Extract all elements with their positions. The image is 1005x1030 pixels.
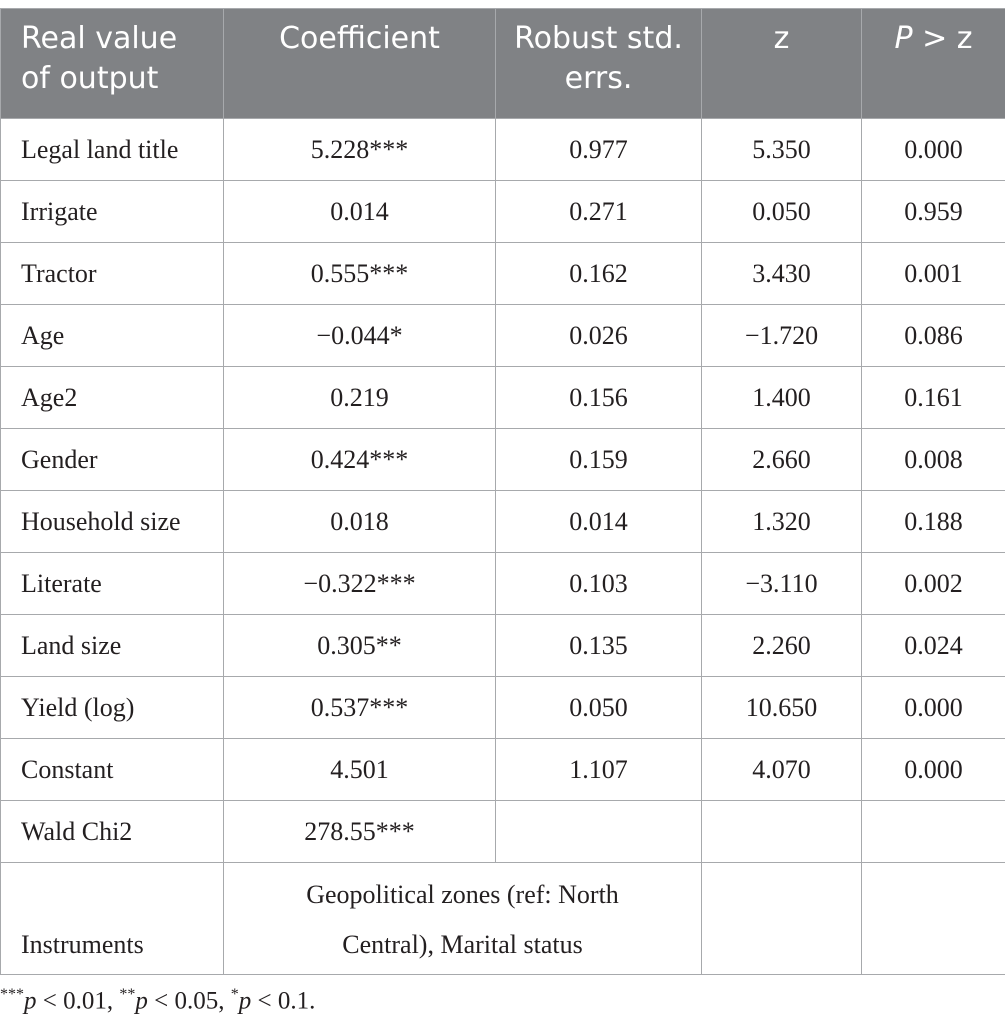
instruments-label: Instruments <box>0 862 224 975</box>
footnote-p-2: p <box>135 987 148 1015</box>
std-err-cell: 0.103 <box>495 552 702 615</box>
p-value-cell: 0.959 <box>861 180 1005 243</box>
header-coefficient: Coefficient <box>223 8 496 119</box>
table-row: Age −0.044* 0.026 −1.720 0.086 <box>0 304 1005 367</box>
header-p-rest: > z <box>912 21 973 56</box>
p-value-cell: 0.000 <box>861 676 1005 739</box>
coefficient-cell: 0.537*** <box>223 676 496 739</box>
std-err-cell: 0.162 <box>495 242 702 305</box>
footnote-stars-1: *** <box>0 986 24 1003</box>
wald-value: 278.55*** <box>223 800 496 863</box>
significance-footnote: ***p < 0.01, **p < 0.05, *p < 0.1. <box>0 986 315 1015</box>
instruments-line-2: Central), Marital status <box>342 929 583 959</box>
table-row: Gender 0.424*** 0.159 2.660 0.008 <box>0 428 1005 491</box>
header-p-letter: P <box>894 21 913 56</box>
z-cell: 3.430 <box>701 242 862 305</box>
header-robust-std-errs: Robust std. errs. <box>495 8 702 119</box>
coefficient-cell: 0.424*** <box>223 428 496 491</box>
z-cell: 2.260 <box>701 614 862 677</box>
table-row: Literate −0.322*** 0.103 −3.110 0.002 <box>0 552 1005 615</box>
table-row: Constant 4.501 1.107 4.070 0.000 <box>0 738 1005 801</box>
empty-cell <box>861 862 1005 975</box>
std-err-cell: 0.014 <box>495 490 702 553</box>
p-value-cell: 0.024 <box>861 614 1005 677</box>
footnote-text-2: < 0.05, <box>147 987 231 1015</box>
header-p-value: P > z <box>861 8 1005 119</box>
row-label: Irrigate <box>0 180 224 243</box>
instruments-value: Geopolitical zones (ref: North Central), … <box>223 862 702 975</box>
row-label: Tractor <box>0 242 224 305</box>
p-value-cell: 0.188 <box>861 490 1005 553</box>
table-row: Household size 0.018 0.014 1.320 0.188 <box>0 490 1005 553</box>
z-cell: 10.650 <box>701 676 862 739</box>
coefficient-cell: 0.555*** <box>223 242 496 305</box>
p-value-cell: 0.000 <box>861 118 1005 181</box>
z-cell: 1.320 <box>701 490 862 553</box>
footnote-p-1: p <box>24 987 37 1015</box>
std-err-cell: 0.159 <box>495 428 702 491</box>
header-real-value-of-output: Real value of output <box>0 8 224 119</box>
std-err-cell: 0.050 <box>495 676 702 739</box>
p-value-cell: 0.002 <box>861 552 1005 615</box>
row-label: Yield (log) <box>0 676 224 739</box>
instruments-line-1: Geopolitical zones (ref: North <box>306 879 619 909</box>
table-row-instruments: Instruments Geopolitical zones (ref: Nor… <box>0 862 1005 975</box>
footnote-text-1: < 0.01, <box>36 987 120 1015</box>
row-label: Literate <box>0 552 224 615</box>
coefficient-cell: 5.228*** <box>223 118 496 181</box>
p-value-cell: 0.008 <box>861 428 1005 491</box>
z-cell: −1.720 <box>701 304 862 367</box>
z-cell: 2.660 <box>701 428 862 491</box>
z-cell: 5.350 <box>701 118 862 181</box>
coefficient-cell: −0.322*** <box>223 552 496 615</box>
z-cell: 0.050 <box>701 180 862 243</box>
table-row: Age2 0.219 0.156 1.400 0.161 <box>0 366 1005 429</box>
header-row: Real value of output Coefficient Robust … <box>0 8 1005 119</box>
footnote-p-3: p <box>238 987 252 1015</box>
std-err-cell: 0.271 <box>495 180 702 243</box>
header-z: z <box>701 8 862 119</box>
row-label: Land size <box>0 614 224 677</box>
footnote-stars-2: ** <box>119 986 136 1003</box>
footnote-text-3: < 0.1. <box>251 987 316 1015</box>
regression-table-container: Real value of output Coefficient Robust … <box>0 8 1005 975</box>
p-value-cell: 0.001 <box>861 242 1005 305</box>
p-value-cell: 0.086 <box>861 304 1005 367</box>
coefficient-cell: 4.501 <box>223 738 496 801</box>
empty-cell <box>701 800 862 863</box>
table-row-wald: Wald Chi2 278.55*** <box>0 800 1005 863</box>
row-label: Gender <box>0 428 224 491</box>
row-label: Age2 <box>0 366 224 429</box>
std-err-cell: 0.156 <box>495 366 702 429</box>
std-err-cell: 0.135 <box>495 614 702 677</box>
coefficient-cell: 0.014 <box>223 180 496 243</box>
coefficient-cell: 0.305** <box>223 614 496 677</box>
coefficient-cell: −0.044* <box>223 304 496 367</box>
z-cell: 4.070 <box>701 738 862 801</box>
table-row: Tractor 0.555*** 0.162 3.430 0.001 <box>0 242 1005 305</box>
wald-label: Wald Chi2 <box>0 800 224 863</box>
z-cell: 1.400 <box>701 366 862 429</box>
table-row: Land size 0.305** 0.135 2.260 0.024 <box>0 614 1005 677</box>
table-row: Legal land title 5.228*** 0.977 5.350 0.000 <box>0 118 1005 181</box>
empty-cell <box>861 800 1005 863</box>
empty-cell <box>495 800 702 863</box>
p-value-cell: 0.000 <box>861 738 1005 801</box>
std-err-cell: 0.026 <box>495 304 702 367</box>
row-label: Legal land title <box>0 118 224 181</box>
coefficient-cell: 0.219 <box>223 366 496 429</box>
row-label: Household size <box>0 490 224 553</box>
regression-table: Real value of output Coefficient Robust … <box>0 8 1005 975</box>
std-err-cell: 1.107 <box>495 738 702 801</box>
table-row: Irrigate 0.014 0.271 0.050 0.959 <box>0 180 1005 243</box>
p-value-cell: 0.161 <box>861 366 1005 429</box>
coefficient-cell: 0.018 <box>223 490 496 553</box>
z-cell: −3.110 <box>701 552 862 615</box>
empty-cell <box>701 862 862 975</box>
std-err-cell: 0.977 <box>495 118 702 181</box>
row-label: Age <box>0 304 224 367</box>
footnote-stars-3: * <box>230 986 239 1003</box>
row-label: Constant <box>0 738 224 801</box>
table-row: Yield (log) 0.537*** 0.050 10.650 0.000 <box>0 676 1005 739</box>
